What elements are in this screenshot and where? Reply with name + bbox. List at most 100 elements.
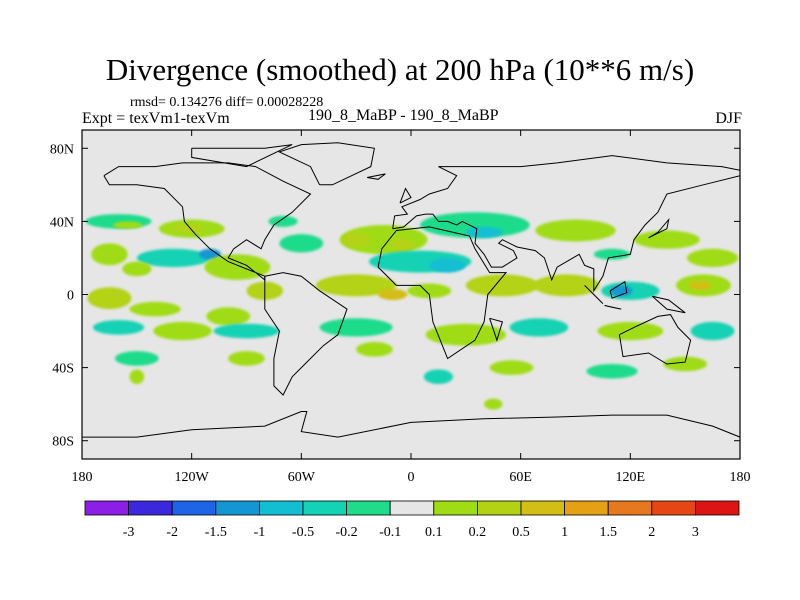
x-tick-label: 120E: [616, 470, 646, 485]
field-blob: [129, 369, 145, 385]
field-blob: [153, 321, 212, 341]
field-blob: [407, 283, 452, 299]
coastline: [399, 187, 412, 204]
field-blob: [113, 221, 143, 229]
field-blob: [535, 219, 616, 242]
coastline: [651, 295, 686, 314]
colorbar-label: 1.5: [599, 525, 617, 540]
colorbar-swatch: [564, 500, 609, 516]
field-blob: [690, 321, 735, 341]
colorbar-label: -1.5: [205, 525, 227, 540]
x-tick-label: 120W: [175, 470, 210, 485]
colorbar-swatch: [128, 500, 173, 516]
y-tick-label: 80S: [52, 435, 74, 450]
field-blob: [122, 261, 152, 277]
field-blob: [341, 232, 371, 247]
field-blob: [228, 351, 265, 366]
coastline: [191, 144, 293, 168]
coastline: [604, 305, 622, 310]
colorbar-swatch: [476, 500, 522, 516]
field-blob: [129, 301, 181, 317]
colorbar-label: 0.1: [425, 525, 443, 540]
coastline: [264, 272, 348, 396]
field-blob: [198, 248, 221, 260]
colorbar-label: 2: [648, 525, 655, 540]
field-blob: [114, 351, 159, 366]
field-blob: [489, 360, 534, 375]
colorbar-label: 3: [692, 525, 699, 540]
field-blob: [92, 320, 145, 335]
coastline: [278, 142, 375, 186]
coastline: [648, 217, 670, 239]
field-blob: [356, 342, 393, 357]
colorbar-swatch: [346, 500, 391, 516]
field-blob: [586, 363, 638, 379]
coastline: [377, 226, 508, 360]
field-blob: [204, 254, 271, 280]
x-tick-label: 180: [72, 470, 93, 485]
field-blob: [425, 323, 507, 346]
y-tick-label: 40N: [50, 215, 74, 230]
field-blob: [533, 274, 600, 297]
colorbar-label: 0.2: [469, 525, 487, 540]
field-blob: [206, 307, 251, 326]
period-label: 190_8_MaBP - 190_8_MaBP: [308, 107, 499, 124]
field-blob: [390, 237, 413, 253]
field-blob: [688, 280, 711, 290]
field-blob: [279, 234, 324, 253]
field-blob: [423, 369, 454, 385]
field-blob: [484, 398, 503, 410]
x-tick-label: 60W: [288, 470, 316, 485]
field-blob: [136, 248, 210, 268]
field-blob: [87, 287, 132, 310]
coastline: [103, 162, 312, 281]
stats-line: rmsd= 0.134276 diff= 0.00028228: [130, 95, 324, 110]
colorbar-swatch: [171, 500, 217, 516]
field-blob: [378, 289, 408, 300]
chart-title: Divergence (smoothed) at 200 hPa (10**6 …: [105, 52, 695, 87]
field-blob: [597, 321, 664, 341]
colorbar-label: -0.1: [379, 525, 401, 540]
field-blob: [509, 318, 569, 337]
field-blob: [593, 248, 631, 260]
colorbar-swatch: [695, 500, 740, 516]
coastline: [392, 175, 740, 293]
colorbar-swatch: [433, 500, 478, 516]
coastline: [82, 411, 740, 438]
coastline: [609, 280, 628, 299]
field-blob: [465, 226, 503, 238]
x-tick-label: 0: [408, 470, 415, 485]
colorbar-swatch: [651, 500, 696, 516]
colorbar-label: -0.2: [336, 525, 358, 540]
colorbar-swatch: [607, 500, 653, 516]
y-tick-label: 40S: [52, 362, 74, 377]
x-tick-label: 60E: [509, 470, 532, 485]
colorbar-swatch: [215, 500, 260, 516]
colorbar-swatch: [258, 500, 304, 516]
coastline: [618, 314, 692, 365]
colorbar-swatch: [84, 500, 129, 516]
field-blob: [610, 285, 633, 297]
field-blob: [91, 243, 128, 266]
x-tick-label: 180: [730, 470, 751, 485]
field-blob: [213, 323, 280, 339]
colorbar-label: -1: [254, 525, 266, 540]
field-blob: [173, 224, 203, 234]
coastline: [489, 317, 504, 342]
season-label: DJF: [715, 110, 742, 127]
colorbar-label: -0.5: [292, 525, 314, 540]
y-tick-label: 80N: [50, 142, 74, 157]
field-blob: [268, 215, 298, 227]
colorbar-swatch: [520, 500, 565, 516]
experiment-label: Expt = texVm1-texVm: [82, 110, 230, 127]
colorbar-label: -3: [123, 525, 135, 540]
field-blob: [465, 274, 539, 297]
field-blob: [663, 356, 708, 372]
colorbar-label: 1: [561, 525, 568, 540]
field-blob: [633, 230, 700, 249]
field-blob: [315, 274, 397, 297]
colorbar-swatch: [302, 500, 347, 516]
colorbar-label: -2: [166, 525, 178, 540]
field-blob: [686, 248, 739, 268]
